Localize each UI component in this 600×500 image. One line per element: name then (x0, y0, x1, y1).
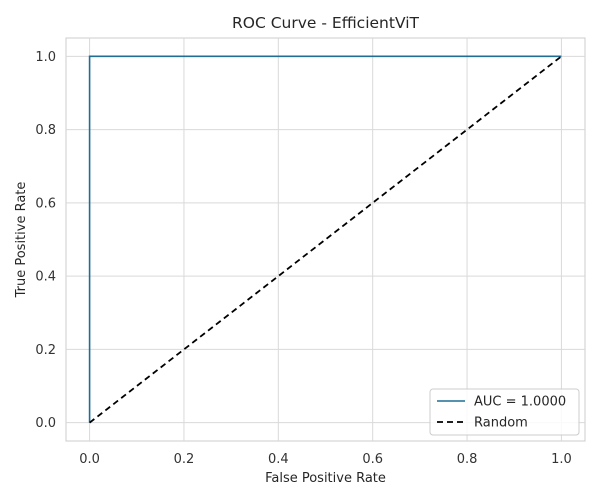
y-tick-label: 0.2 (35, 343, 56, 358)
y-tick-label: 0.6 (35, 196, 56, 211)
chart-title: ROC Curve - EfficientViT (232, 14, 420, 32)
y-tick-label: 0.4 (35, 270, 56, 285)
y-tick-label: 0.0 (35, 416, 56, 431)
legend-random-label: Random (474, 416, 528, 431)
roc-curve-line (88, 55, 562, 423)
series-group (88, 55, 562, 424)
x-tick-label: 1.0 (551, 452, 572, 467)
x-tick-label: 0.4 (268, 452, 289, 467)
x-tick-label: 0.0 (79, 452, 100, 467)
plot-area (65, 37, 586, 442)
y-tick-labels: 0.0 0.2 0.4 0.6 0.8 1.0 (35, 50, 56, 431)
legend-box (429, 388, 580, 436)
x-tick-labels: 0.0 0.2 0.4 0.6 0.8 1.0 (79, 452, 572, 467)
x-tick-label: 0.2 (174, 452, 195, 467)
legend: AUC = 1.0000 Random (429, 388, 580, 436)
x-tick-label: 0.8 (457, 452, 478, 467)
legend-roc-label: AUC = 1.0000 (474, 395, 566, 410)
x-axis-label: False Positive Rate (265, 471, 386, 486)
grid (66, 38, 585, 441)
y-axis-label: True Positive Rate (14, 182, 29, 299)
y-tick-label: 1.0 (35, 50, 56, 65)
y-tick-label: 0.8 (35, 123, 56, 138)
x-tick-label: 0.6 (362, 452, 383, 467)
